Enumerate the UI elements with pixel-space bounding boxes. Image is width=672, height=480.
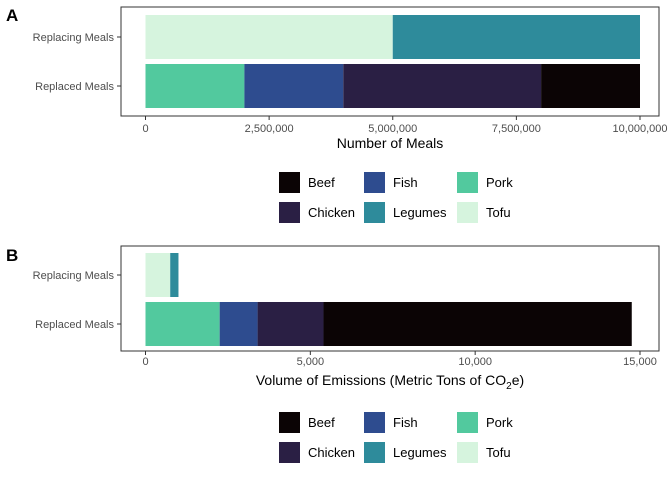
y-tick-label: Replaced Meals: [35, 81, 114, 93]
x-tick-label: 0: [142, 123, 148, 135]
panel-label: B: [6, 246, 18, 265]
x-tick-label: 7,500,000: [492, 123, 541, 135]
legend-label-tofu: Tofu: [486, 205, 511, 220]
legend-swatch-legumes: [364, 442, 385, 463]
x-axis-title: Number of Meals: [337, 135, 444, 151]
x-tick-label: 15,000: [623, 356, 657, 368]
bar-fish-replaced: [219, 302, 258, 346]
x-tick-label: 10,000,000: [612, 123, 667, 135]
legend-label-fish: Fish: [393, 415, 418, 430]
bar-beef-replaced: [541, 64, 640, 108]
legend-label-chicken: Chicken: [308, 205, 355, 220]
bar-chicken-replaced: [343, 64, 542, 108]
x-tick-label: 2,500,000: [245, 123, 294, 135]
bar-pork-replaced: [145, 64, 245, 108]
bar-tofu-replacing: [145, 253, 171, 297]
x-tick-label: 5,000: [297, 356, 325, 368]
y-tick-label: Replacing Meals: [33, 270, 115, 282]
y-tick-label: Replacing Meals: [33, 32, 115, 44]
bar-fish-replaced: [244, 64, 344, 108]
legend-swatch-chicken: [279, 442, 300, 463]
x-axis-title-part: Volume of Emissions (Metric Tons of CO: [256, 372, 506, 388]
legend-swatch-chicken: [279, 202, 300, 223]
legend-label-fish: Fish: [393, 175, 418, 190]
x-tick-label: 0: [142, 356, 148, 368]
legend-label-pork: Pork: [486, 175, 513, 190]
x-tick-label: 5,000,000: [368, 123, 417, 135]
panel-a: A Replacing Meals Replaced Meals 0 2,500,000…: [6, 6, 668, 223]
legend-swatch-tofu: [457, 202, 478, 223]
legend-label-chicken: Chicken: [308, 445, 355, 460]
legend-label-legumes: Legumes: [393, 445, 447, 460]
y-tick-label: Replaced Meals: [35, 319, 114, 331]
bar-legumes-replacing: [392, 15, 640, 59]
legend-swatch-legumes: [364, 202, 385, 223]
legend-label-pork: Pork: [486, 415, 513, 430]
legend-swatch-fish: [364, 412, 385, 433]
legend: Beef Fish Pork Chicken Legumes Tofu: [279, 412, 513, 463]
legend: Beef Fish Pork Chicken Legumes Tofu: [279, 172, 513, 223]
panel-label: A: [6, 6, 18, 25]
legend-label-beef: Beef: [308, 175, 335, 190]
legend-swatch-beef: [279, 412, 300, 433]
bar-beef-replaced: [323, 302, 632, 346]
legend-label-tofu: Tofu: [486, 445, 511, 460]
panel-b: B Replacing Meals Replaced Meals 0 5,000 10,0…: [6, 245, 660, 463]
bar-tofu-replacing: [145, 15, 393, 59]
legend-swatch-pork: [457, 412, 478, 433]
legend-label-legumes: Legumes: [393, 205, 447, 220]
x-tick-label: 10,000: [458, 356, 492, 368]
legend-swatch-fish: [364, 172, 385, 193]
legend-swatch-pork: [457, 172, 478, 193]
bar-pork-replaced: [145, 302, 220, 346]
legend-label-beef: Beef: [308, 415, 335, 430]
legend-swatch-beef: [279, 172, 300, 193]
x-axis-title: Volume of Emissions (Metric Tons of CO2e…: [256, 372, 524, 392]
bar-chicken-replaced: [257, 302, 324, 346]
x-axis-title-part: e): [512, 372, 524, 388]
x-axis-title-subscript: 2: [506, 381, 512, 392]
legend-swatch-tofu: [457, 442, 478, 463]
bar-legumes-replacing: [170, 253, 179, 297]
